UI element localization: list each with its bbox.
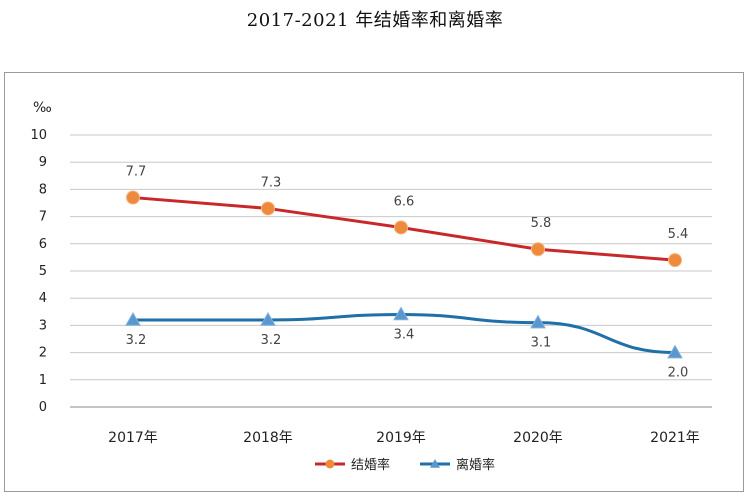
y-tick-label: 1	[39, 373, 47, 388]
marriage-rate-data-label: 6.6	[394, 194, 415, 209]
legend-marriage-rate-label: 结婚率	[351, 457, 390, 473]
y-tick-label: 10	[30, 128, 47, 143]
x-tick-label: 2019年	[376, 430, 426, 446]
divorce-rate-data-label: 3.4	[394, 328, 415, 343]
y-tick-label: 7	[39, 210, 47, 225]
legend-divorce-rate-label: 离婚率	[456, 457, 495, 473]
divorce-rate-data-label: 3.2	[126, 333, 147, 348]
divorce-rate-data-label: 3.1	[531, 336, 552, 351]
legend-marriage-rate-marker	[325, 459, 335, 469]
chart-frame	[4, 72, 744, 492]
divorce-rate-point	[125, 311, 141, 326]
y-tick-label: 0	[39, 400, 47, 415]
marriage-rate-data-label: 5.4	[668, 227, 689, 242]
y-axis-unit-label: ‰	[33, 100, 52, 116]
legend-divorce-rate-marker	[430, 459, 440, 468]
divorce-rate-point	[667, 344, 683, 359]
y-tick-label: 2	[39, 346, 47, 361]
y-tick-label: 6	[39, 237, 47, 252]
x-tick-label: 2020年	[513, 430, 563, 446]
marriage-rate-point	[126, 190, 140, 205]
marriage-rate-point	[531, 242, 545, 257]
divorce-rate-data-label: 3.2	[261, 333, 282, 348]
marriage-rate-data-label: 7.3	[261, 175, 282, 190]
x-tick-label: 2021年	[650, 430, 700, 446]
marriage-rate-point	[394, 220, 408, 235]
marriage-rate-data-label: 7.7	[126, 165, 147, 180]
divorce-rate-point	[393, 306, 409, 321]
y-tick-label: 4	[39, 291, 47, 306]
y-tick-label: 5	[39, 264, 47, 279]
marriage-rate-data-label: 5.8	[531, 216, 552, 231]
chart-title: 2017-2021 年结婚率和离婚率	[246, 10, 504, 31]
divorce-rate-data-label: 2.0	[668, 366, 689, 381]
marriage-rate-point	[261, 201, 275, 216]
divorce-rate-point	[260, 311, 276, 326]
y-tick-label: 9	[39, 155, 47, 170]
y-tick-label: 8	[39, 182, 47, 197]
x-tick-label: 2018年	[243, 430, 293, 446]
x-tick-label: 2017年	[108, 430, 158, 446]
y-tick-label: 3	[39, 318, 47, 333]
divorce-rate-point	[530, 314, 546, 329]
marriage-rate-point	[668, 253, 682, 268]
